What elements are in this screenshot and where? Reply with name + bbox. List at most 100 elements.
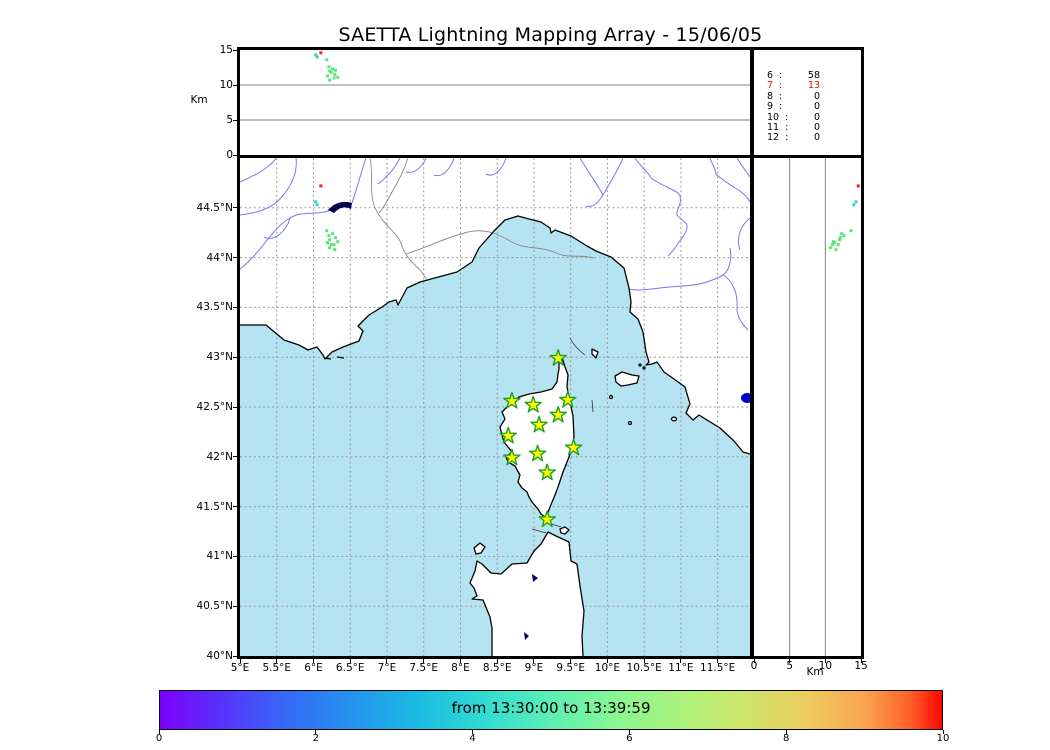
map-x-tick-label: 8.5°E [482, 662, 512, 674]
colon: : [785, 132, 789, 144]
map-x-tickmark [533, 659, 535, 663]
station-source-count: 0 [813, 101, 820, 113]
lightning-source [333, 248, 337, 252]
altitude-x-tickmark [824, 659, 826, 663]
map-x-tick-label: 5°E [230, 662, 250, 674]
map-y-tickmark [233, 257, 237, 259]
map-y-tick-label: 40.5°N [196, 600, 233, 613]
map-x-tickmark [239, 659, 241, 663]
station-star [503, 448, 521, 466]
lightning-source [856, 184, 860, 188]
station-star [559, 390, 577, 408]
map-x-tickmark [386, 659, 388, 663]
station-star [503, 391, 521, 409]
station-id: 6 [767, 70, 774, 81]
station-source-count: 0 [813, 111, 820, 123]
station-star [538, 510, 556, 528]
lightning-source [328, 238, 332, 242]
time-colorbar [159, 690, 943, 730]
lightning-sources-altitude-longitude [314, 51, 340, 82]
map-y-tick-label: 41°N [206, 550, 233, 563]
map-y-tickmark [233, 306, 237, 308]
border-line [405, 230, 595, 259]
station-id: 8 [767, 90, 774, 102]
lightning-source [831, 240, 835, 244]
station-star [524, 395, 542, 413]
river [485, 158, 507, 176]
station-id: 11 [767, 122, 780, 134]
colorbar-tickmark [315, 730, 317, 734]
colorbar-tickmark [158, 730, 160, 734]
lightning-source [332, 243, 336, 247]
lake-serre-poncon [328, 201, 352, 213]
map-y-tick-label: 40°N [206, 650, 233, 662]
map-x-tickmark [349, 659, 351, 663]
map-plot [240, 158, 750, 656]
river [737, 217, 750, 251]
lightning-source [328, 246, 332, 250]
mark-line [569, 337, 586, 356]
river [351, 158, 367, 204]
map-x-tickmark [496, 659, 498, 663]
lightning-source [327, 65, 331, 69]
map-x-tick-label: 7.5°E [409, 662, 438, 674]
lightning-source [328, 78, 332, 82]
colorbar-tick-label: 2 [312, 733, 319, 744]
altitude-y-tickmark [233, 154, 237, 156]
mainland-coast [240, 215, 750, 455]
lightning-source [325, 58, 329, 62]
lightning-source [830, 243, 834, 247]
altitude-x-tick-label: 0 [750, 660, 758, 672]
map-x-tick-label: 11°E [668, 662, 694, 674]
border-line [369, 158, 427, 280]
colon: : [785, 111, 789, 123]
map-y-tickmark [233, 605, 237, 607]
coastlines [240, 215, 750, 656]
lightning-source [329, 243, 333, 247]
station-id: 12 [767, 132, 780, 144]
station-source-count: 58 [807, 70, 820, 81]
map-y-tickmark [233, 456, 237, 458]
lightning-source [854, 200, 858, 204]
lightning-source [842, 234, 846, 238]
colon: : [779, 101, 783, 113]
altitude-x-tickmark [860, 659, 862, 663]
altitude-x-tick-label: 10 [818, 660, 833, 672]
lightning-source [319, 51, 323, 55]
mark-line [591, 399, 594, 413]
map-x-tickmark [276, 659, 278, 663]
pianosa-island [608, 394, 614, 400]
river [240, 209, 331, 270]
altitude-x-tick-label: 15 [854, 660, 868, 672]
map-x-tick-label: 6°E [304, 662, 323, 674]
station-count-row: 8: 0 [754, 90, 861, 102]
lightning-source [836, 243, 840, 247]
map-x-tick-label: 10.5°E [626, 662, 662, 674]
map-y-tick-label: 42°N [206, 450, 233, 463]
lakes [328, 201, 750, 640]
lightning-source [329, 70, 333, 74]
river [240, 158, 297, 216]
elba-island [614, 371, 640, 387]
lightning-sources-map [314, 184, 340, 252]
colorbar-tick-label: 4 [469, 733, 476, 744]
map-x-tick-label: 7°E [377, 662, 397, 674]
map-x-tick-label: 8°E [451, 662, 470, 674]
lightning-source [336, 240, 340, 244]
lightning-source [334, 236, 338, 240]
station-count-panel: 6: 58 7: 13 8: 0 9: 0 10: 0 11: 0 12: 0 [751, 47, 864, 158]
lake-sardinia [524, 632, 529, 640]
map-x-tickmark [570, 659, 572, 663]
altitude-y-tickmark [233, 119, 237, 121]
map-y-tickmark [233, 406, 237, 408]
station-source-count: 0 [813, 132, 820, 144]
colon: : [779, 90, 783, 102]
river [736, 158, 750, 178]
lightning-source [325, 229, 329, 233]
mark-line [531, 528, 547, 534]
map-y-tickmark [233, 207, 237, 209]
lightning-source [828, 246, 832, 250]
river [709, 158, 750, 203]
map-x-tickmark [717, 659, 719, 663]
colorbar-tickmark [472, 730, 474, 734]
